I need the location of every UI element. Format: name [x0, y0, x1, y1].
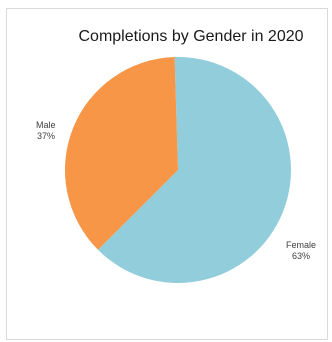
chart-title: Completions by Gender in 2020 — [78, 28, 304, 45]
data-label-female-name: Female — [286, 240, 316, 250]
data-label-female-percent: 63% — [292, 251, 310, 261]
pie-slice-female — [97, 57, 291, 284]
data-label-male-percent: 37% — [37, 131, 55, 141]
data-label-male-name: Male — [36, 120, 56, 130]
pie-slice-male — [64, 57, 178, 250]
